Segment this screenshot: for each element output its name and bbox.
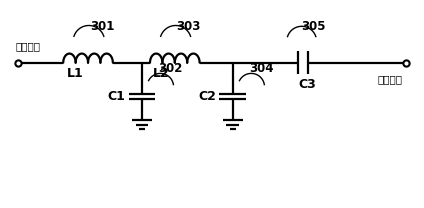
Text: C3: C3 <box>298 78 316 90</box>
Text: 信号输出: 信号输出 <box>377 74 402 84</box>
Text: C2: C2 <box>198 90 216 103</box>
Text: 301: 301 <box>90 20 114 33</box>
Text: 303: 303 <box>177 20 201 33</box>
Text: 信号输入: 信号输入 <box>16 41 41 51</box>
Text: 302: 302 <box>159 62 183 75</box>
Text: L1: L1 <box>67 67 83 80</box>
Text: 305: 305 <box>301 20 326 33</box>
Text: C1: C1 <box>107 90 125 103</box>
Text: 304: 304 <box>249 62 274 75</box>
Text: L2: L2 <box>153 67 170 80</box>
